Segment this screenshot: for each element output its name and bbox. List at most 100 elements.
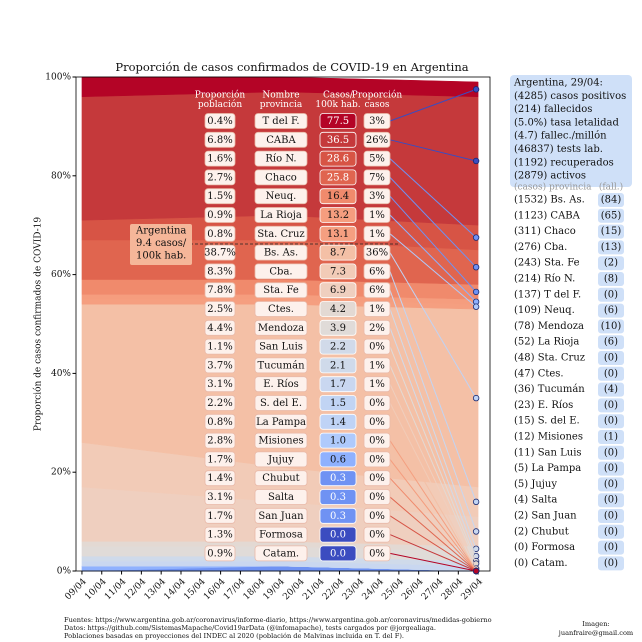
cell-box xyxy=(319,413,357,430)
column-header: Proporción xyxy=(195,90,246,101)
cell-box xyxy=(319,376,357,393)
table-cell: 0.8% xyxy=(207,229,232,240)
cell-box xyxy=(254,376,308,393)
table-cell: 2.2 xyxy=(330,342,346,353)
table-cell: 1.0 xyxy=(330,436,346,447)
connector xyxy=(389,177,477,268)
cell-box xyxy=(254,432,308,449)
table-cell: E. Ríos xyxy=(263,379,299,390)
legend-cases: (137) T del F. xyxy=(514,289,581,300)
table-cell: Formosa xyxy=(259,530,303,541)
table-cell: La Rioja xyxy=(260,210,302,221)
cell-box xyxy=(254,263,308,280)
cell-box xyxy=(363,470,391,487)
connector xyxy=(389,515,477,572)
table-cell: 2.5% xyxy=(207,304,232,315)
end-dot xyxy=(472,263,480,271)
end-dot xyxy=(472,234,480,241)
cell-box xyxy=(254,413,308,430)
legend-deaths: (15) xyxy=(601,226,622,237)
y-tick-label: 80% xyxy=(51,171,71,181)
legend-deaths-box xyxy=(598,461,624,476)
connector xyxy=(389,139,477,162)
table-cell: 7.8% xyxy=(207,285,232,296)
cell-box xyxy=(319,489,357,505)
legend-cases: (109) Neuq. xyxy=(514,305,575,316)
legend-deaths: (84) xyxy=(601,195,622,206)
legend-cases: (5) La Pampa xyxy=(514,463,581,474)
legend-deaths-box xyxy=(598,398,624,413)
summary-line: (46837) tests lab. xyxy=(514,144,603,155)
cell-box xyxy=(204,225,236,242)
legend-deaths-box xyxy=(598,382,624,397)
table-cell: 0% xyxy=(369,548,385,559)
connector xyxy=(389,346,477,562)
connector xyxy=(389,552,477,572)
cell-box xyxy=(319,395,357,411)
legend-deaths-box xyxy=(598,366,624,381)
summary-line: (1192) recuperados xyxy=(514,157,614,168)
legend-cases: (4) Salta xyxy=(514,495,557,506)
table-cell: San Juan xyxy=(258,511,304,522)
legend-deaths: (8) xyxy=(604,274,618,285)
cell-box xyxy=(363,451,391,468)
summary-line: Argentina, 29/04: xyxy=(513,78,603,89)
cell-box xyxy=(204,244,236,261)
legend-deaths-box xyxy=(598,430,624,444)
table-cell: 1.5 xyxy=(330,398,346,409)
legend-deaths-box xyxy=(598,193,624,207)
end-dot xyxy=(472,528,480,535)
table-cell: 6.9 xyxy=(330,285,346,296)
column-header: 100k hab. xyxy=(315,100,360,110)
cell-box xyxy=(254,338,308,355)
table-cell: Chubut xyxy=(262,473,299,484)
table-cell: 1.4% xyxy=(207,473,232,484)
table-cell: Sta. Cruz xyxy=(257,229,304,240)
cell-box xyxy=(363,357,391,374)
legend-deaths: (6) xyxy=(604,305,618,316)
footer-note: Datos: https://github.com/SistemasMapach… xyxy=(64,624,436,632)
cell-box xyxy=(204,188,236,205)
cell-box xyxy=(204,545,236,562)
legend-cases: (2) Chubut xyxy=(514,526,569,537)
table-cell: 1.6% xyxy=(207,154,232,165)
connector xyxy=(389,290,477,532)
connector xyxy=(389,534,477,572)
cell-box xyxy=(204,376,236,393)
legend-deaths: (0) xyxy=(604,463,618,474)
cell-box xyxy=(319,357,357,374)
cell-box xyxy=(363,301,391,317)
table-cell: 7.3 xyxy=(330,266,346,277)
cell-box xyxy=(204,432,236,449)
cell-box xyxy=(319,545,357,562)
column-header: Casos/ xyxy=(323,91,354,101)
chart-title: Proporción de casos confirmados de COVID… xyxy=(115,60,468,74)
legend-deaths: (2) xyxy=(604,258,618,269)
table-cell: 1% xyxy=(369,229,385,240)
cell-box xyxy=(254,301,308,317)
table-cell: Cba. xyxy=(269,266,292,277)
cell-box xyxy=(319,263,357,280)
cell-box xyxy=(319,301,357,317)
connector xyxy=(389,252,477,399)
column-header: casos xyxy=(364,100,389,110)
annotation: 100k hab. xyxy=(136,251,186,262)
legend-cases: (52) La Rioja xyxy=(514,337,579,348)
cell-box xyxy=(363,526,391,543)
legend-deaths-box xyxy=(598,414,624,429)
legend-deaths-box xyxy=(598,477,624,492)
cell-box xyxy=(319,207,357,223)
legend-deaths: (13) xyxy=(601,242,622,253)
cell-box xyxy=(204,470,236,487)
cell-box xyxy=(254,150,308,167)
cell-box xyxy=(254,507,308,524)
annotation-box xyxy=(130,224,192,265)
end-dot xyxy=(472,498,480,506)
cell-box xyxy=(363,188,391,205)
table-cell: 1.7% xyxy=(207,454,232,465)
connector xyxy=(389,271,477,503)
cell-box xyxy=(254,131,308,148)
cell-box xyxy=(204,413,236,430)
table-cell: Salta xyxy=(268,492,294,503)
